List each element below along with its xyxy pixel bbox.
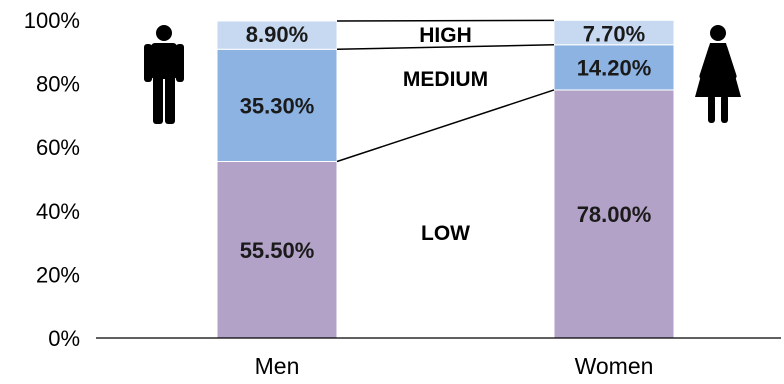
segment-value-label: 55.50%: [240, 238, 315, 263]
bar-segment-medium-women: [553, 44, 675, 91]
band-label-low: LOW: [421, 222, 470, 245]
y-tick-label: 40%: [36, 199, 80, 224]
y-tick-label: 60%: [36, 135, 80, 160]
y-tick-label: 80%: [36, 72, 80, 97]
connector-line: [336, 19, 555, 22]
segment-value-label: 35.30%: [240, 93, 315, 118]
bars: [216, 19, 675, 339]
band-label-high: HIGH: [419, 24, 472, 47]
bar-segment-high-men: [216, 20, 338, 50]
segment-value-label: 8.90%: [246, 22, 308, 47]
y-tick-label: 20%: [36, 262, 80, 287]
y-tick-label: 0%: [48, 326, 80, 351]
bar-segment-high-women: [553, 19, 675, 46]
band-label-medium: MEDIUM: [403, 68, 488, 91]
connector-line: [336, 89, 555, 163]
x-tick-label: Women: [575, 353, 654, 379]
connector-line: [336, 44, 555, 51]
bar-segment-medium-men: [216, 48, 338, 163]
band-labels: LOW MEDIUM HIGH: [403, 24, 488, 245]
segment-labels: 55.50% 35.30% 8.90% 78.00% 14.20% 7.70%: [240, 21, 652, 262]
x-axis: Men Women: [96, 337, 781, 379]
bar-segment-low-men: [216, 161, 338, 339]
woman-icon: [695, 25, 741, 123]
segment-value-label: 14.20%: [577, 55, 652, 80]
x-tick-label: Men: [255, 353, 300, 379]
man-icon: [144, 25, 184, 124]
connector-lines: [336, 19, 555, 163]
y-tick-label: 100%: [24, 8, 80, 33]
bar-segment-low-women: [553, 89, 675, 339]
segment-value-label: 78.00%: [577, 202, 652, 227]
y-axis: 0% 20% 40% 60% 80% 100%: [24, 8, 80, 351]
segment-value-label: 7.70%: [583, 21, 645, 46]
